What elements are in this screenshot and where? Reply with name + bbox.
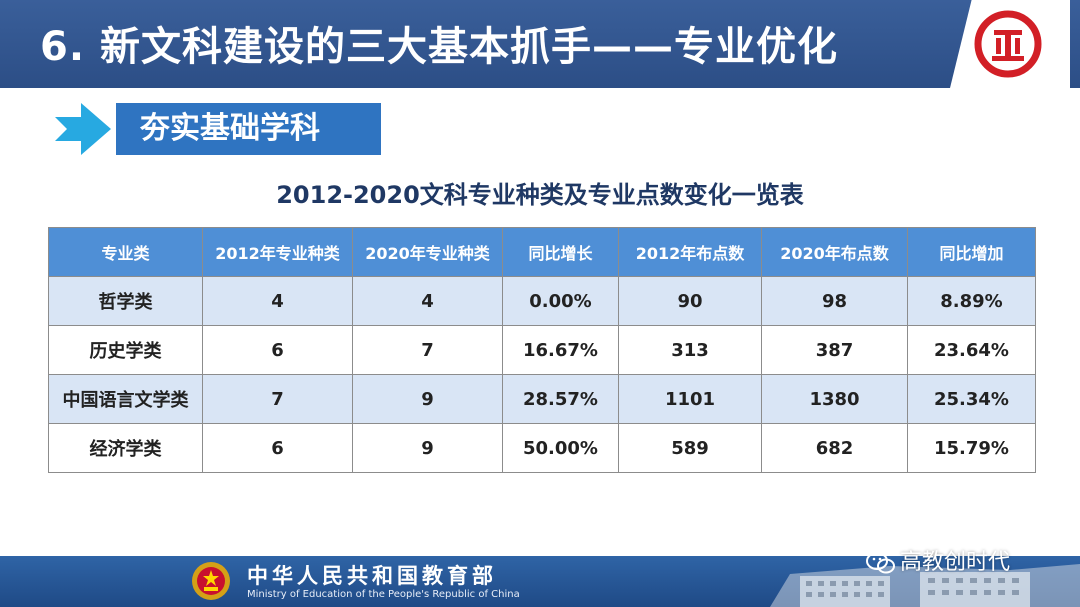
table-cell: 7 bbox=[202, 374, 353, 424]
table-cell: 9 bbox=[352, 423, 503, 473]
table-row: 中国语言文学类 7 9 28.57% 1101 1380 25.34% bbox=[48, 374, 1036, 424]
wechat-icon bbox=[866, 552, 895, 574]
arrow-right-icon bbox=[55, 103, 111, 155]
column-header: 专业类 bbox=[48, 227, 203, 277]
table-cell: 90 bbox=[618, 276, 762, 326]
table-cell: 中国语言文学类 bbox=[48, 374, 203, 424]
table-row: 经济学类 6 9 50.00% 589 682 15.79% bbox=[48, 423, 1036, 473]
building-illustration bbox=[770, 564, 1080, 607]
table-cell: 9 bbox=[352, 374, 503, 424]
table-cell: 历史学类 bbox=[48, 325, 203, 375]
watermark: 高教创时代 bbox=[866, 544, 1010, 576]
table-cell: 16.67% bbox=[502, 325, 619, 375]
table-cell: 经济学类 bbox=[48, 423, 203, 473]
table-cell: 0.00% bbox=[502, 276, 619, 326]
ministry-name-cn: 中华人民共和国教育部 bbox=[247, 564, 497, 588]
column-header: 2020年布点数 bbox=[761, 227, 908, 277]
table-cell: 98 bbox=[761, 276, 908, 326]
table-cell: 7 bbox=[352, 325, 503, 375]
data-table: 专业类 2012年专业种类 2020年专业种类 同比增长 2012年布点数 20… bbox=[48, 227, 1036, 473]
table-cell: 387 bbox=[761, 325, 908, 375]
header-bar: 6. 新文科建设的三大基本抓手——专业优化 bbox=[0, 0, 1080, 88]
page-title: 6. 新文科建设的三大基本抓手——专业优化 bbox=[40, 24, 838, 70]
footer-bar: 中华人民共和国教育部 Ministry of Education of the … bbox=[0, 556, 1080, 607]
table-cell: 15.79% bbox=[907, 423, 1036, 473]
national-emblem-icon bbox=[192, 562, 230, 600]
logo-panel bbox=[950, 0, 1070, 88]
table-cell: 1380 bbox=[761, 374, 908, 424]
column-header: 2012年专业种类 bbox=[202, 227, 353, 277]
red-circle-emblem-icon bbox=[974, 10, 1042, 78]
ministry-name-en: Ministry of Education of the People's Re… bbox=[247, 589, 520, 600]
table-cell: 1101 bbox=[618, 374, 762, 424]
table-row: 历史学类 6 7 16.67% 313 387 23.64% bbox=[48, 325, 1036, 375]
column-header: 2020年专业种类 bbox=[352, 227, 503, 277]
table-cell: 4 bbox=[202, 276, 353, 326]
column-header: 2012年布点数 bbox=[618, 227, 762, 277]
table-cell: 6 bbox=[202, 325, 353, 375]
table-cell: 589 bbox=[618, 423, 762, 473]
section-heading: 夯实基础学科 bbox=[116, 103, 381, 155]
table-cell: 8.89% bbox=[907, 276, 1036, 326]
table-cell: 4 bbox=[352, 276, 503, 326]
table-row: 哲学类 4 4 0.00% 90 98 8.89% bbox=[48, 276, 1036, 326]
watermark-text: 高教创时代 bbox=[900, 550, 1011, 575]
table-cell: 682 bbox=[761, 423, 908, 473]
column-header: 同比增长 bbox=[502, 227, 619, 277]
table-title: 2012-2020文科专业种类及专业点数变化一览表 bbox=[276, 181, 804, 209]
table-cell: 6 bbox=[202, 423, 353, 473]
table-cell: 313 bbox=[618, 325, 762, 375]
table-cell: 23.64% bbox=[907, 325, 1036, 375]
table-cell: 哲学类 bbox=[48, 276, 203, 326]
table-cell: 28.57% bbox=[502, 374, 619, 424]
table-header-row: 专业类 2012年专业种类 2020年专业种类 同比增长 2012年布点数 20… bbox=[48, 227, 1036, 277]
table-cell: 25.34% bbox=[907, 374, 1036, 424]
table-cell: 50.00% bbox=[502, 423, 619, 473]
column-header: 同比增加 bbox=[907, 227, 1036, 277]
